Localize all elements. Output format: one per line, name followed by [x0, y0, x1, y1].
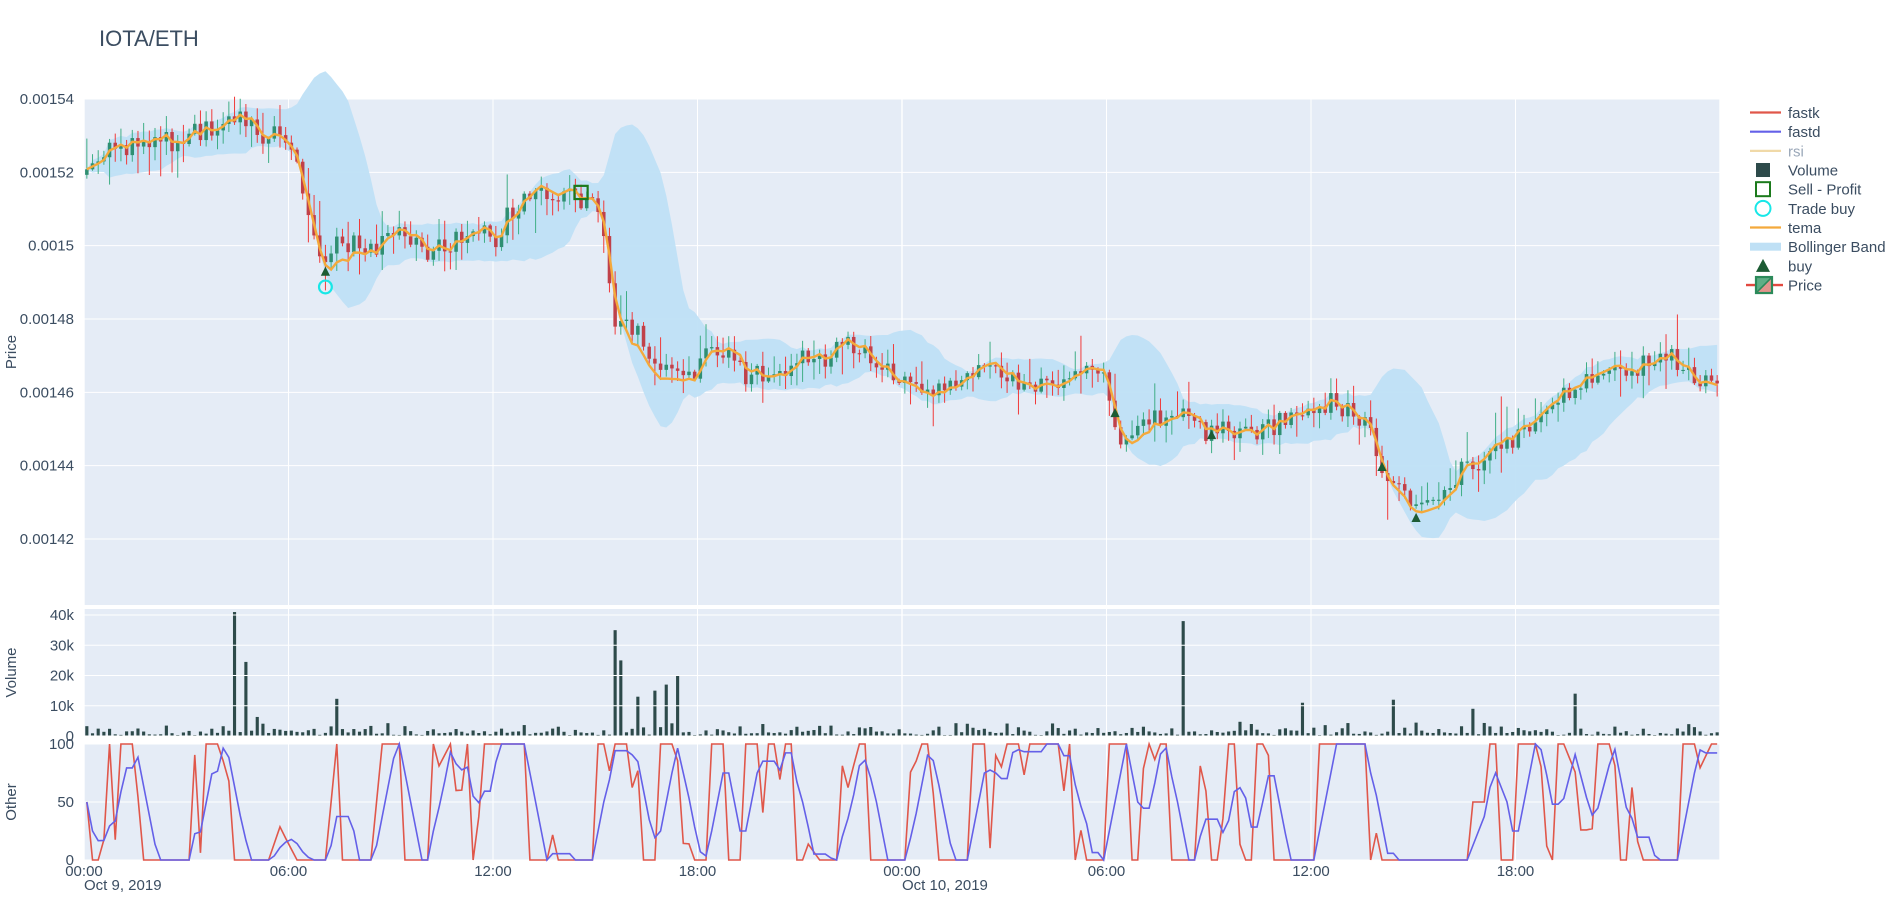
svg-text:0.00142: 0.00142	[20, 531, 74, 548]
svg-text:buy: buy	[1788, 258, 1813, 275]
svg-text:tema: tema	[1788, 220, 1822, 237]
svg-text:Other: Other	[3, 783, 20, 821]
svg-text:40k: 40k	[50, 607, 75, 624]
svg-text:0.00146: 0.00146	[20, 384, 74, 401]
svg-text:Sell - Profit: Sell - Profit	[1788, 182, 1862, 199]
svg-text:Oct 9, 2019: Oct 9, 2019	[84, 877, 162, 894]
svg-text:12:00: 12:00	[1292, 863, 1330, 880]
svg-text:Price: Price	[1788, 278, 1822, 295]
svg-text:10k: 10k	[50, 698, 75, 715]
svg-text:20k: 20k	[50, 668, 75, 685]
svg-text:18:00: 18:00	[679, 863, 717, 880]
svg-text:18:00: 18:00	[1497, 863, 1535, 880]
svg-text:Volume: Volume	[1788, 163, 1838, 180]
svg-text:fastd: fastd	[1788, 124, 1821, 141]
svg-text:50: 50	[57, 794, 74, 811]
svg-text:0.00144: 0.00144	[20, 458, 74, 475]
svg-text:Bollinger Band: Bollinger Band	[1788, 239, 1886, 256]
svg-text:Trade buy: Trade buy	[1788, 201, 1855, 218]
svg-text:30k: 30k	[50, 637, 75, 654]
svg-text:Price: Price	[3, 335, 20, 369]
svg-text:12:00: 12:00	[474, 863, 512, 880]
svg-text:Volume: Volume	[3, 647, 20, 697]
svg-text:100: 100	[49, 736, 74, 753]
svg-text:0.00148: 0.00148	[20, 311, 74, 328]
svg-text:0.00154: 0.00154	[20, 91, 74, 108]
svg-text:Oct 10, 2019: Oct 10, 2019	[902, 877, 988, 894]
svg-text:0.0015: 0.0015	[28, 238, 74, 255]
svg-text:0.00152: 0.00152	[20, 164, 74, 181]
svg-text:06:00: 06:00	[270, 863, 308, 880]
svg-text:fastk: fastk	[1788, 105, 1820, 122]
svg-text:rsi: rsi	[1788, 143, 1804, 160]
svg-text:06:00: 06:00	[1088, 863, 1126, 880]
